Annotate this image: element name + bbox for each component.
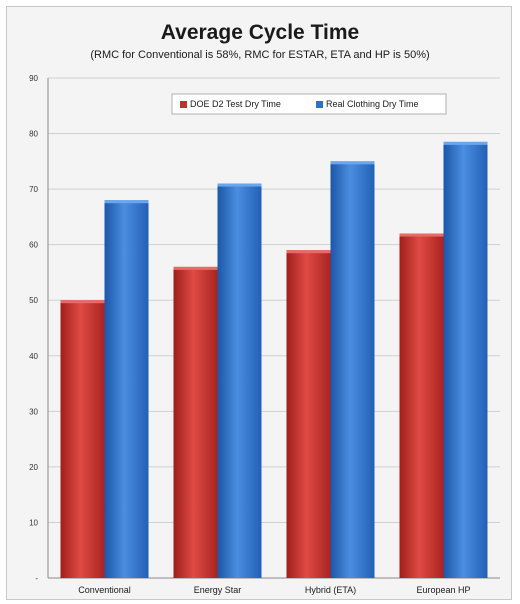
y-tick-label: 10 [29, 518, 38, 527]
bar-cap [173, 266, 218, 270]
y-tick-label: 70 [29, 185, 38, 194]
bar-real-clothing [330, 161, 375, 579]
bar-cap [443, 141, 488, 145]
legend-box [171, 93, 447, 115]
legend-label: Real Clothing Dry Time [326, 99, 419, 109]
y-tick-label: 90 [29, 74, 38, 83]
x-tick-label: Hybrid (ETA) [305, 585, 356, 595]
legend-label: DOE D2 Test Dry Time [190, 99, 281, 109]
bar-real-clothing [217, 183, 262, 579]
bar-cap [104, 200, 149, 204]
y-tick-label: 40 [29, 352, 38, 361]
bars [60, 141, 488, 579]
bar-cap [217, 183, 262, 187]
legend: DOE D2 Test Dry Time Real Clothing Dry Ti… [171, 93, 447, 115]
chart-title: Average Cycle Time [160, 21, 360, 44]
axis-labels: - 10 20 30 40 50 60 70 80 90 Conventional Energy St… [29, 74, 470, 595]
y-tick-label: 80 [29, 130, 38, 139]
bar-real-clothing [104, 200, 149, 578]
y-tick-label: 30 [29, 407, 38, 416]
bar-doe-d2 [399, 233, 444, 579]
chart-subtitle: (RMC for Conventional is 58%, RMC for ES… [90, 49, 430, 61]
x-tick-label: Conventional [78, 585, 131, 595]
bar-cap [60, 300, 105, 304]
bar-cap [330, 161, 375, 165]
y-tick-label: 20 [29, 463, 38, 472]
y-tick-label: 50 [29, 296, 38, 305]
bar-doe-d2 [286, 250, 331, 578]
bar-cap [286, 250, 331, 254]
bar-real-clothing [443, 141, 488, 578]
legend-swatch [316, 101, 323, 108]
bar-doe-d2 [173, 266, 218, 578]
y-tick-label: - [35, 574, 38, 583]
x-tick-label: Energy Star [194, 585, 242, 595]
bar-cap [399, 233, 444, 237]
bar-doe-d2 [60, 300, 105, 578]
y-tick-label: 60 [29, 241, 38, 250]
legend-swatch [180, 101, 187, 108]
x-tick-label: European HP [416, 585, 470, 595]
